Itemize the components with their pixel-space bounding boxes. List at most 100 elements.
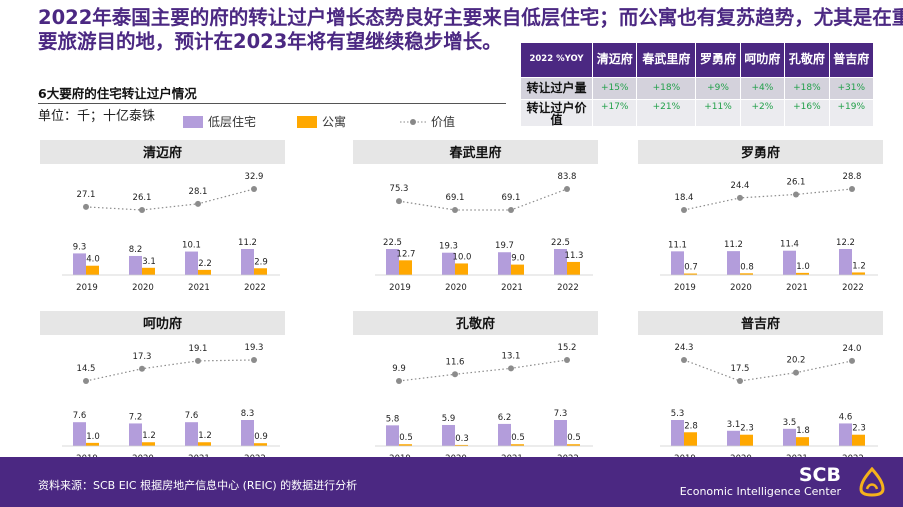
condo-label: 0.8 <box>740 262 754 272</box>
value-label: 14.5 <box>77 364 96 374</box>
lowrise-bar <box>241 249 254 275</box>
source-note: 资料来源：SCB EIC 根据房地产信息中心 (REIC) 的数据进行分析 <box>38 479 358 492</box>
lowrise-label: 5.9 <box>442 414 456 424</box>
condo-bar <box>684 273 697 275</box>
lowrise-bar <box>185 251 198 275</box>
condo-bar <box>567 261 580 275</box>
lowrise-label: 12.2 <box>836 238 855 248</box>
brand-name: SCB <box>798 464 841 486</box>
value-point <box>139 365 145 372</box>
condo-bar <box>684 432 697 446</box>
condo-bar <box>511 264 524 275</box>
condo-bar <box>852 272 865 275</box>
condo-label: 9.0 <box>511 254 525 264</box>
value-label: 17.5 <box>731 364 750 374</box>
year-tick-label: 2020 <box>730 283 752 293</box>
chart-panel: 春武里府 75.3 69.1 69.1 83.8 22.5 12.7 2019 19.3 10.0… <box>353 140 598 300</box>
chart-title: 呵叻府 <box>143 316 182 332</box>
value-label: 13.1 <box>502 351 521 361</box>
footer: 资料来源：SCB EIC 根据房地产信息中心 (REIC) 的数据进行分析 SC… <box>0 457 903 507</box>
value-label: 69.1 <box>446 193 465 203</box>
value-label: 75.3 <box>390 184 409 194</box>
value-label: 69.1 <box>502 193 521 203</box>
lowrise-label: 10.1 <box>182 241 201 251</box>
value-point <box>396 198 402 205</box>
lowrise-label: 4.6 <box>839 412 853 422</box>
condo-label: 0.5 <box>567 433 581 443</box>
year-tick-label: 2021 <box>188 283 210 293</box>
condo-label: 0.7 <box>684 263 698 273</box>
legend-label: 低层住宅 <box>208 115 257 129</box>
cell: +11% <box>695 98 741 126</box>
value-line <box>85 188 255 211</box>
table-row: 转让过户价值 +17% +21% +11% +2% +16% +19% <box>520 98 873 126</box>
value-point <box>681 357 687 363</box>
lowrise-label: 11.1 <box>668 240 687 250</box>
chart-panel: 孔敬府9.911.613.115.25.80.520195.90.320206.… <box>353 311 598 471</box>
condo-bar <box>455 263 468 275</box>
value-point <box>849 357 855 364</box>
lowrise-label: 7.2 <box>129 412 143 422</box>
condo-label: 1.2 <box>142 431 156 441</box>
value-point <box>793 191 799 198</box>
chart-title: 罗勇府 <box>741 145 780 161</box>
legend-lowrise: 低层住宅 <box>183 113 256 130</box>
condo-bar <box>142 442 155 446</box>
chart-panel: 普吉府24.317.520.224.05.32.820193.12.320203… <box>638 311 883 471</box>
value-label: 26.1 <box>787 177 806 187</box>
scb-logo-icon <box>859 467 885 497</box>
chart-svg: 孔敬府9.911.613.115.25.80.520195.90.320206.… <box>353 311 598 464</box>
lowrise-label: 19.3 <box>439 242 458 252</box>
cell: +17% <box>591 98 637 126</box>
headline: 2022年泰国主要的府的转让过户增长态势良好主要来自低层住宅；而公寓也有复苏趋势… <box>38 6 903 53</box>
lowrise-bar <box>498 423 511 446</box>
lowrise-bar <box>386 249 399 275</box>
chart-section-title: 6大要府的住宅转让过户情况 <box>38 86 197 101</box>
lowrise-label: 19.7 <box>495 241 514 251</box>
lowrise-bar <box>73 422 86 446</box>
condo-label: 1.2 <box>198 431 212 441</box>
chart-title: 春武里府 <box>448 145 501 161</box>
brand-subtitle: Economic Intelligence Center <box>679 485 841 498</box>
value-label: 24.0 <box>843 344 862 354</box>
lowrise-swatch <box>183 115 203 128</box>
condo-label: 1.0 <box>86 432 100 442</box>
value-label: 27.1 <box>77 190 96 200</box>
condo-label: 10.0 <box>453 252 472 262</box>
value-point <box>452 371 458 378</box>
lowrise-bar <box>185 422 198 446</box>
lowrise-label: 11.2 <box>724 240 743 250</box>
condo-label: 0.3 <box>455 434 469 444</box>
lowrise-bar <box>386 425 399 446</box>
cell: +31% <box>828 76 873 99</box>
cell: +15% <box>591 76 637 99</box>
row-header: 转让过户量 <box>520 76 593 99</box>
year-tick-label: 2019 <box>389 283 411 293</box>
value-point <box>195 357 201 364</box>
chart-title-box <box>353 311 598 335</box>
condo-label: 4.0 <box>86 255 100 265</box>
chart-svg: 呵叻府14.517.319.119.37.61.020197.21.220207… <box>40 311 285 464</box>
value-line <box>683 188 853 211</box>
condo-bar <box>142 267 155 275</box>
value-point <box>508 207 514 213</box>
condo-bar <box>86 442 99 446</box>
value-label: 20.2 <box>787 356 806 366</box>
cell: +18% <box>784 76 830 99</box>
condo-bar <box>254 268 267 275</box>
lowrise-bar <box>129 255 142 275</box>
col-header: 呵叻府 <box>739 43 785 77</box>
lowrise-bar <box>129 423 142 446</box>
value-point <box>849 186 855 192</box>
lowrise-bar <box>241 420 254 446</box>
value-label: 83.8 <box>558 172 577 182</box>
row-header: 转让过户价值 <box>520 98 593 126</box>
lowrise-label: 8.2 <box>129 245 143 255</box>
legend-condo: 公寓 <box>297 113 346 130</box>
lowrise-bar <box>498 252 511 275</box>
chart-title-box <box>40 311 285 335</box>
condo-bar <box>796 437 809 446</box>
divider <box>38 103 506 104</box>
lowrise-bar <box>73 253 86 275</box>
condo-bar <box>198 269 211 275</box>
